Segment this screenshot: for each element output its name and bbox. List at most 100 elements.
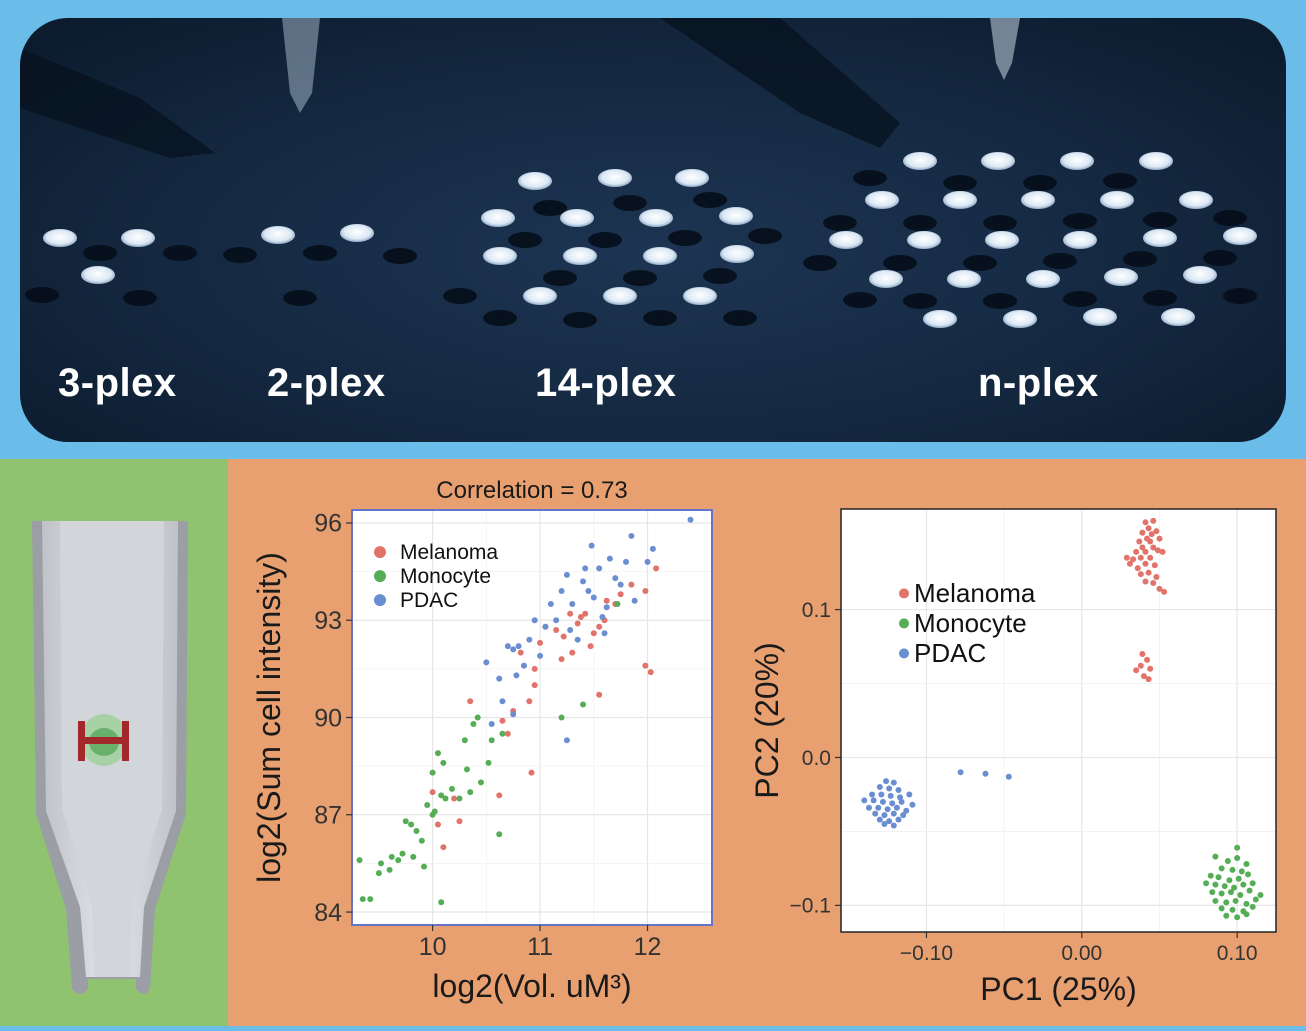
data-point <box>1145 525 1152 532</box>
data-point <box>504 730 511 737</box>
droplet <box>1161 308 1195 326</box>
data-point <box>526 698 533 705</box>
empty-well <box>283 290 317 306</box>
x-axis-label: log2(Vol. uM³) <box>432 968 631 1004</box>
diameter-marker <box>78 721 129 761</box>
data-point <box>526 636 533 643</box>
data-point <box>876 784 883 791</box>
empty-well <box>443 288 477 304</box>
data-point <box>1147 538 1154 545</box>
data-point <box>895 787 902 794</box>
data-point <box>1249 903 1256 910</box>
droplet <box>598 169 632 187</box>
data-point <box>513 672 520 679</box>
y-axis-label: log2(Sum cell intensity) <box>251 552 287 883</box>
y-tick-label: 0.1 <box>802 599 831 622</box>
legend-marker-monocyte <box>899 618 909 629</box>
empty-well <box>123 290 157 306</box>
data-point <box>553 617 560 624</box>
data-point <box>504 643 511 650</box>
data-point <box>1150 579 1157 586</box>
empty-well <box>223 247 257 263</box>
data-point <box>883 778 890 785</box>
data-point <box>1231 884 1238 891</box>
droplet <box>1104 268 1138 286</box>
empty-wells <box>25 170 1257 328</box>
droplet <box>603 287 637 305</box>
data-point <box>1229 906 1236 913</box>
data-point <box>1212 881 1219 888</box>
data-point <box>1142 578 1149 585</box>
data-point <box>515 643 522 650</box>
data-point <box>577 613 584 620</box>
x-axis-label: PC1 (25%) <box>980 971 1137 1007</box>
droplet <box>869 270 903 288</box>
data-point <box>388 853 395 860</box>
data-point <box>590 594 597 601</box>
data-point <box>1156 585 1163 592</box>
data-point <box>569 601 576 608</box>
data-point <box>1153 574 1160 581</box>
empty-well <box>163 245 197 261</box>
pipette-shadow-right <box>660 18 900 148</box>
y-tick-label: 0.0 <box>802 747 831 770</box>
empty-well <box>613 195 647 211</box>
empty-well <box>623 270 657 286</box>
empty-well <box>803 255 837 271</box>
data-point <box>687 516 694 523</box>
empty-well <box>1103 173 1137 189</box>
legend-marker-melanoma <box>899 588 909 599</box>
data-point <box>1154 547 1161 554</box>
empty-well <box>843 292 877 308</box>
empty-well <box>693 192 727 208</box>
label-14-plex: 14-plex <box>535 361 677 405</box>
data-point <box>642 662 649 669</box>
data-point <box>448 785 455 792</box>
data-point <box>606 555 613 562</box>
data-point <box>587 643 594 650</box>
data-point <box>1145 676 1152 683</box>
data-point <box>1249 880 1256 887</box>
legend-label-melanoma: Melanoma <box>914 578 1036 608</box>
empty-well <box>1043 253 1077 269</box>
data-point <box>375 870 382 877</box>
data-point <box>1140 673 1147 680</box>
empty-well <box>1203 250 1237 266</box>
data-point <box>903 807 910 814</box>
data-point <box>642 588 649 595</box>
data-point <box>1139 544 1146 551</box>
data-point <box>510 646 517 653</box>
data-point <box>1147 554 1154 561</box>
legend-label-melanoma: Melanoma <box>400 541 498 564</box>
data-point <box>596 691 603 698</box>
data-point <box>1137 554 1144 561</box>
data-point <box>1148 531 1155 538</box>
empty-well <box>748 228 782 244</box>
data-point <box>1212 853 1219 860</box>
data-point <box>906 791 913 798</box>
droplet <box>121 229 155 247</box>
legend-label-pdac: PDAC <box>914 638 986 668</box>
y-tick-label: 90 <box>314 704 342 732</box>
data-point <box>1234 855 1241 862</box>
data-point <box>1147 665 1154 672</box>
data-point <box>560 633 567 640</box>
data-point <box>429 769 436 776</box>
data-point <box>1150 517 1157 524</box>
data-point <box>861 797 868 804</box>
data-point <box>456 818 463 825</box>
droplet <box>903 152 937 170</box>
droplet <box>1179 191 1213 209</box>
data-point <box>617 581 624 588</box>
data-point <box>878 791 885 798</box>
pipette-tip-illustration <box>32 521 188 994</box>
data-point <box>1224 858 1231 865</box>
droplet <box>483 247 517 265</box>
series-pdac <box>861 769 1012 829</box>
data-point <box>890 822 897 829</box>
empty-well <box>1223 288 1257 304</box>
data-point <box>442 795 449 802</box>
data-point <box>496 792 503 799</box>
data-point <box>1209 889 1216 896</box>
